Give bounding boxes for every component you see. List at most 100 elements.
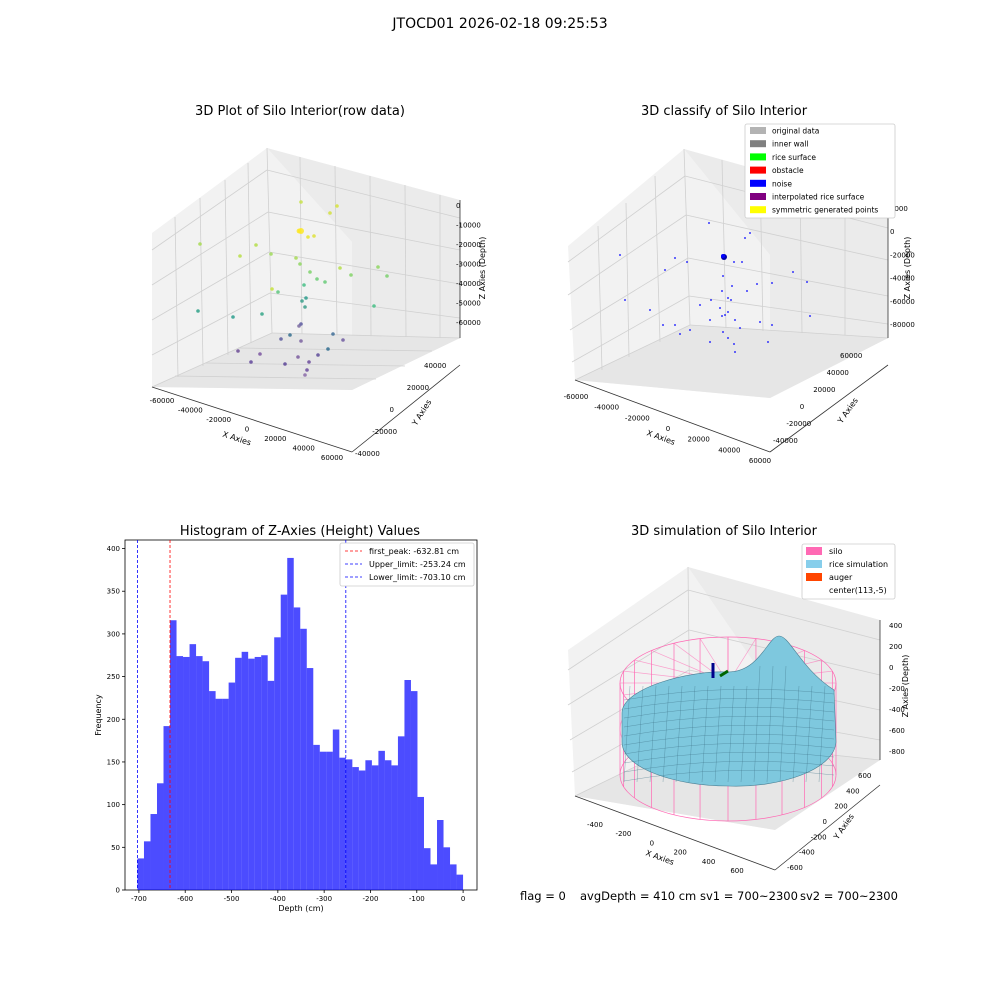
- p4-xticks-tick-label: 600: [730, 867, 743, 875]
- status-avg-depth: avgDepth = 410 cm: [580, 889, 697, 903]
- scatter-point: [689, 329, 691, 331]
- legend-label: rice simulation: [829, 560, 888, 569]
- histogram-bar: [391, 765, 398, 890]
- scatter-point: [231, 315, 235, 319]
- x-tick-label: -600: [177, 895, 193, 903]
- scatter-point: [335, 204, 339, 208]
- subplot-title-simulation: 3D simulation of Silo Interior: [631, 524, 817, 539]
- histogram-bar: [313, 744, 320, 890]
- scatter-point: [302, 283, 306, 287]
- legend-swatch: [806, 547, 822, 555]
- surface-mesh: [623, 725, 835, 737]
- p4-xticks-tick-label: 0: [650, 839, 654, 847]
- scatter-point: [727, 311, 729, 313]
- histogram-bar: [248, 658, 255, 890]
- scatter-point: [727, 337, 729, 339]
- auger-marker: [711, 663, 729, 678]
- y-tick-label: 250: [107, 673, 120, 681]
- p2-zticks-tick-label: -40000: [890, 275, 915, 283]
- legend-swatch: [750, 206, 766, 214]
- histogram-bar: [202, 661, 210, 890]
- scatter-point: [674, 257, 676, 259]
- x-tick-label: -200: [363, 895, 379, 903]
- scatter-point: [296, 228, 302, 234]
- surface-mesh: [688, 685, 696, 783]
- surface-mesh: [623, 752, 835, 764]
- histogram-bar: [410, 691, 418, 890]
- p2-xticks-tick-label: 0: [666, 425, 670, 433]
- p2-xticks-tick-label: 40000: [718, 446, 740, 454]
- scatter-point: [298, 262, 302, 266]
- p1-zticks-tick-label: 0: [456, 202, 460, 210]
- p2-zticks-tick-label: 0: [890, 228, 894, 236]
- p4-xticks-tick-label: -200: [615, 830, 631, 838]
- p1-zticks-tick-label: -20000: [456, 241, 481, 249]
- scatter-point: [721, 290, 723, 292]
- x-tick-label: -500: [224, 895, 240, 903]
- scatter-point: [756, 283, 758, 285]
- y-tick-label: 300: [107, 630, 120, 638]
- legend-label: auger: [829, 573, 853, 582]
- scatter-point: [767, 341, 769, 343]
- surface-mesh: [714, 685, 722, 783]
- scatter-point: [708, 222, 710, 224]
- legend-label: rice surface: [772, 153, 816, 162]
- surface-mesh: [623, 685, 631, 783]
- legend-swatch: [750, 179, 766, 187]
- scatter-point: [279, 337, 283, 341]
- scatter-point: [307, 360, 311, 364]
- histogram-bar: [300, 628, 307, 890]
- scatter-point: [619, 254, 621, 256]
- p4-zlabel: Z Axies (Depth): [901, 655, 910, 718]
- scatter-point: [662, 324, 664, 326]
- histogram-bar: [365, 760, 372, 890]
- scatter-point: [730, 299, 732, 301]
- scatter-point: [238, 254, 242, 258]
- histogram-bar: [397, 736, 405, 890]
- p4-yticks-tick-label: -600: [787, 864, 803, 872]
- panel-classify: -60000 -40000 -20000 0 20000 40000 60000 -4000…: [564, 123, 915, 465]
- legend-swatch: [750, 153, 766, 161]
- scatter-point: [722, 275, 724, 277]
- histogram-bar: [215, 698, 223, 890]
- panel-simulation: -400 -200 0 200 400 600 -600 -400 -200 0 200 400 60…: [567, 543, 910, 875]
- histogram-bar: [332, 729, 340, 890]
- surface-mesh: [701, 685, 709, 783]
- scatter-point: [316, 353, 320, 357]
- scatter-point: [270, 287, 274, 291]
- p1-yticks-tick-label: 40000: [424, 362, 446, 370]
- histogram-bar: [358, 770, 366, 890]
- scatter-point: [276, 290, 280, 294]
- scatter-point: [771, 282, 773, 284]
- p2-zticks-tick-label: 0000: [890, 205, 908, 213]
- histogram-bar: [371, 765, 379, 890]
- scatter-point: [746, 290, 748, 292]
- p1-xticks-tick-label: -60000: [150, 397, 175, 405]
- scatter-point: [721, 315, 723, 317]
- surface-mesh: [753, 665, 761, 783]
- scatter-point: [806, 281, 808, 283]
- scatter-point: [300, 299, 304, 303]
- histogram-bar: [423, 848, 431, 890]
- histogram-bar: [450, 864, 457, 890]
- legend-label: noise: [772, 179, 792, 188]
- surface-mesh: [623, 761, 835, 773]
- scatter-point: [734, 351, 736, 353]
- p1-yticks-tick-label: 0: [390, 406, 394, 414]
- subplot-title-classify: 3D classify of Silo Interior: [640, 104, 808, 119]
- scatter-point: [376, 265, 380, 269]
- surface-mesh: [662, 685, 670, 783]
- histogram-bar: [209, 691, 216, 890]
- scatter-point: [260, 312, 264, 316]
- scatter-point: [734, 319, 736, 321]
- scatter-point: [288, 333, 292, 337]
- p2-yticks-tick-label: 0: [800, 403, 804, 411]
- scatter-point: [741, 261, 743, 263]
- scatter-point: [315, 277, 319, 281]
- scatter-point: [349, 273, 353, 277]
- scatter-point: [719, 307, 721, 309]
- histogram-bar: [384, 760, 392, 890]
- legend-swatch: [750, 140, 766, 148]
- legend-swatch: [750, 127, 766, 134]
- p1-zticks-tick-label: -30000: [456, 261, 481, 269]
